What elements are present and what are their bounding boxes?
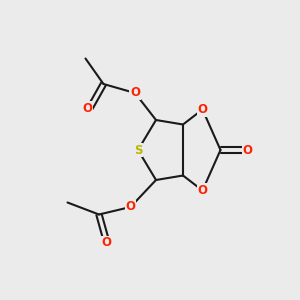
Text: O: O — [242, 143, 253, 157]
Text: S: S — [134, 143, 142, 157]
Text: O: O — [101, 236, 112, 250]
Text: O: O — [125, 200, 136, 214]
Text: O: O — [130, 86, 140, 100]
Text: O: O — [197, 103, 208, 116]
Text: O: O — [82, 101, 92, 115]
Text: O: O — [197, 184, 208, 197]
